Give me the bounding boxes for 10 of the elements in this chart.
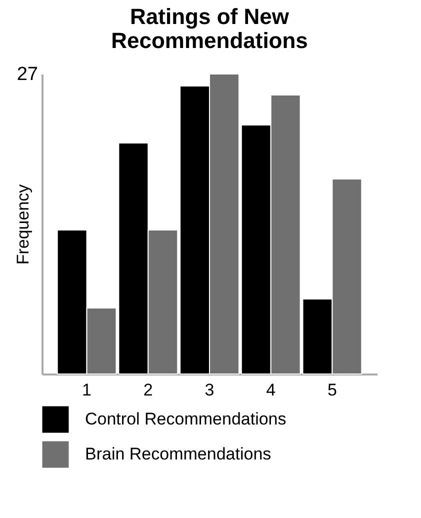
legend-label: Brain Recommendations bbox=[85, 444, 272, 464]
x-tick-label: 4 bbox=[266, 380, 276, 400]
x-tick-label: 5 bbox=[327, 380, 337, 400]
x-tick-label: 3 bbox=[204, 380, 214, 400]
x-tick-label: 2 bbox=[143, 380, 153, 400]
text: 27 bbox=[16, 64, 38, 85]
chart-title: Ratings of New Recommendations bbox=[111, 4, 308, 53]
legend-label: Control Recommendations bbox=[85, 410, 286, 428]
x-tick-label: 1 bbox=[82, 380, 92, 400]
y-axis-title: Frequency bbox=[14, 184, 32, 265]
